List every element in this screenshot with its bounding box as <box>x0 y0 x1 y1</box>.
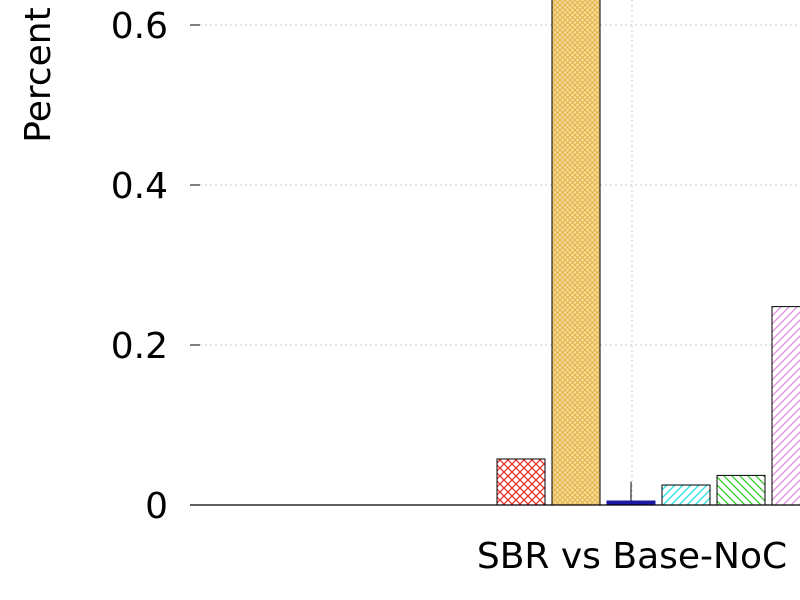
bars <box>496 0 800 506</box>
bar-series-1 <box>496 458 546 506</box>
y-tick-label: 0.2 <box>111 326 168 367</box>
bar-series-6 <box>771 306 800 506</box>
bar-series-5 <box>716 474 766 506</box>
y-tick-labels: 0 0.2 0.4 0.6 <box>111 6 200 527</box>
y-tick-label: 0 <box>145 486 168 527</box>
x-tick-label: SBR vs Base-NoC <box>477 536 787 577</box>
bar-series-2 <box>551 0 601 506</box>
gridlines <box>190 0 800 505</box>
y-axis-title: Percent <box>18 7 59 142</box>
y-tick-label: 0.6 <box>111 6 168 47</box>
bar-series-4 <box>661 484 711 506</box>
y-tick-label: 0.4 <box>111 166 168 207</box>
